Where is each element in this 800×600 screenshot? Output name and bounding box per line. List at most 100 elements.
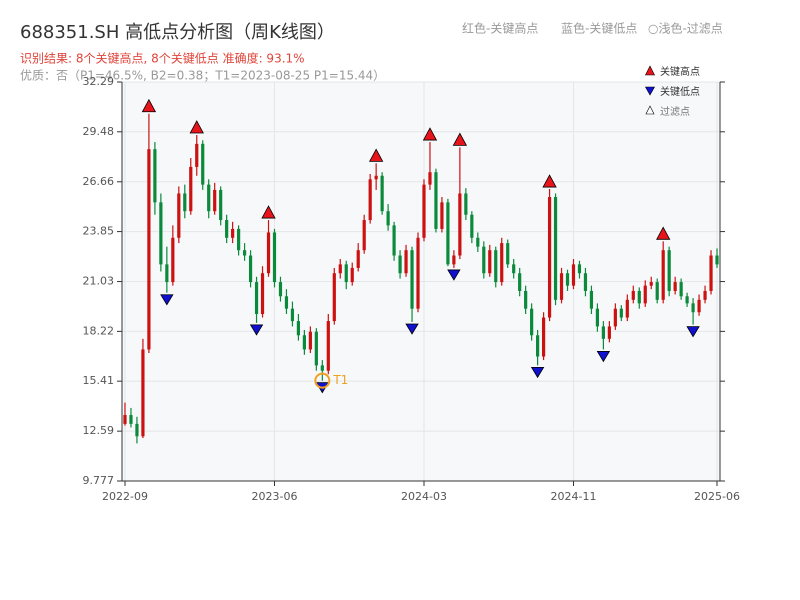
candle-body <box>404 250 408 274</box>
candle-body <box>231 228 235 238</box>
candle-body <box>320 365 324 371</box>
candle-body <box>219 189 223 221</box>
candle-body <box>524 290 528 309</box>
candle-body <box>494 250 498 283</box>
key-high-marker <box>422 127 438 141</box>
candle-body <box>165 264 169 283</box>
candle-body <box>715 255 719 265</box>
candle-body <box>547 197 552 318</box>
annotation-circle <box>314 372 331 389</box>
candle-body <box>536 335 540 357</box>
x-tick-label: 2024-11 <box>551 490 597 503</box>
y-tick-label: 12.59 <box>83 424 115 437</box>
candle-body <box>446 202 450 265</box>
legend-marker <box>644 86 656 96</box>
y-tick-label: 21.03 <box>83 275 115 288</box>
quality-note: 优质：否（P1=46.5%, B2=0.38；T1=2023-08-25 P1=… <box>20 69 385 83</box>
candle-body <box>398 255 402 274</box>
key-low-marker <box>405 323 419 335</box>
candle-body <box>691 303 695 313</box>
candle-body <box>619 308 623 318</box>
candle-body <box>518 273 522 291</box>
key-low-marker <box>249 324 264 336</box>
candle-body <box>488 250 492 274</box>
y-tick-label: 32.29 <box>83 75 115 88</box>
y-tick-label: 23.85 <box>83 225 115 238</box>
key-high-marker <box>542 174 557 188</box>
candle-body <box>183 193 187 212</box>
candle-body <box>314 331 318 366</box>
candle-body <box>207 184 211 212</box>
candle-body <box>458 193 462 256</box>
candle-body <box>500 243 504 283</box>
candle-body <box>284 296 289 309</box>
candle-body <box>679 282 683 297</box>
candle-body <box>464 193 468 215</box>
legend-marker <box>645 105 655 115</box>
candle-body <box>332 273 336 322</box>
candle-body <box>362 220 366 251</box>
candle-body <box>649 282 653 286</box>
y-tick-label: 26.66 <box>83 175 115 188</box>
key-low-marker <box>447 269 461 281</box>
candle-body <box>296 321 301 336</box>
candle-body <box>386 211 390 226</box>
candle-body <box>374 175 378 180</box>
candle-body <box>254 282 259 314</box>
candle-body <box>506 243 510 265</box>
top-legend: ○浅色-过滤点 <box>648 22 723 36</box>
key-low-marker <box>686 326 700 338</box>
candle-body <box>410 250 414 309</box>
candle-body <box>380 175 384 212</box>
y-tick-label: 18.22 <box>83 324 115 337</box>
y-tick-label: 15.41 <box>83 374 115 387</box>
candle-body <box>601 326 605 339</box>
candle-body <box>440 202 444 229</box>
candle-body <box>571 264 576 286</box>
candle-body <box>129 415 133 424</box>
candle-body <box>422 184 426 238</box>
key-high-marker <box>656 226 671 240</box>
candle-body <box>667 250 671 291</box>
x-tick-label: 2024-03 <box>401 490 447 503</box>
candle-body <box>476 237 480 247</box>
candle-body <box>392 225 396 256</box>
candle-body <box>356 250 360 268</box>
candle-body <box>589 290 594 309</box>
key-high-marker <box>141 98 157 113</box>
candle-body <box>344 264 348 283</box>
candle-body <box>123 415 127 424</box>
candle-body <box>673 282 677 291</box>
candle-body <box>368 179 372 221</box>
candle-body <box>685 296 689 304</box>
candle-body <box>272 232 277 283</box>
candle-body <box>637 290 641 304</box>
candle-body <box>135 423 139 437</box>
candle-body <box>302 335 306 350</box>
candle-body <box>338 264 342 274</box>
x-tick-label: 2025-06 <box>694 490 740 503</box>
candle-body <box>595 308 600 327</box>
candle-body <box>434 172 438 229</box>
candle-body <box>559 273 564 300</box>
legend-label: 关键低点 <box>660 85 700 98</box>
candle-body <box>290 308 295 322</box>
key-high-marker <box>189 120 204 134</box>
key-low-marker <box>530 366 545 379</box>
candle-body <box>237 228 241 251</box>
key-low-marker <box>596 351 611 363</box>
y-tick-label: 29.48 <box>83 125 115 138</box>
candle-body <box>171 237 175 283</box>
candle-body <box>242 250 247 256</box>
candle-body <box>326 321 330 371</box>
candle-body <box>350 267 354 283</box>
candle-body <box>201 143 205 185</box>
candle-body <box>583 273 588 291</box>
candle-body <box>607 326 611 339</box>
subtitle: 识别结果: 8个关键高点, 8个关键低点 准确度: 93.1% <box>20 51 305 66</box>
key-high-marker <box>261 205 276 219</box>
candle-body <box>452 255 456 265</box>
y-tick-label: 9.777 <box>83 474 115 487</box>
annotation-label: T1 <box>332 373 348 387</box>
